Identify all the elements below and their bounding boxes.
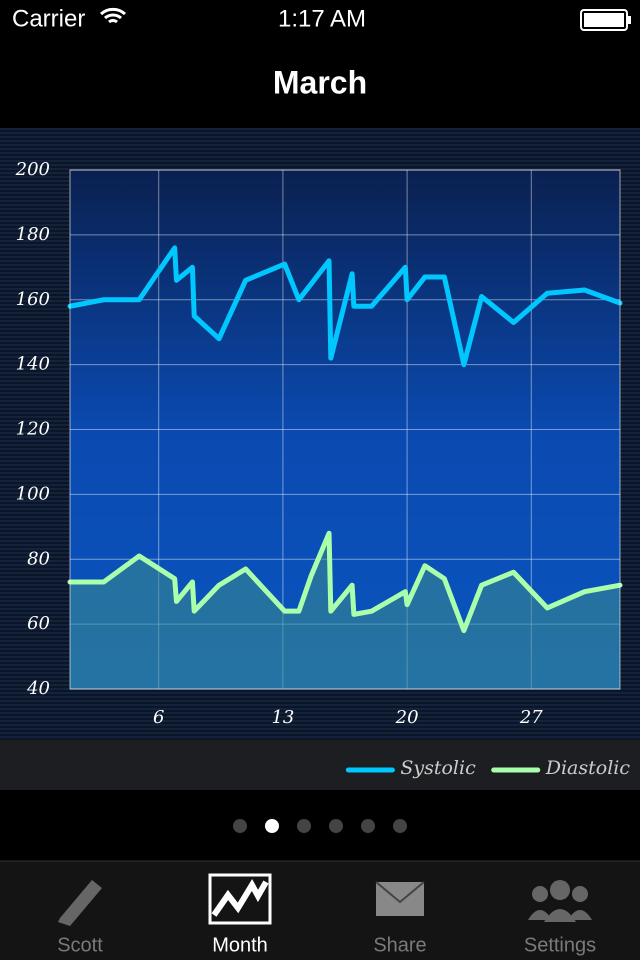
tab-label[interactable]: Month <box>212 934 268 956</box>
x-tick-label: 27 <box>519 707 543 728</box>
screen-title: March <box>273 64 367 100</box>
y-tick-label: 180 <box>16 224 50 245</box>
header-bg <box>0 0 640 128</box>
battery-level <box>584 13 624 27</box>
legend-label: Systolic <box>400 757 476 779</box>
tab-label[interactable]: Share <box>373 934 426 956</box>
clock: 1:17 AM <box>278 5 366 32</box>
legend-label: Diastolic <box>545 757 631 779</box>
series-line <box>67 245 623 368</box>
tab-label[interactable]: Scott <box>57 934 103 956</box>
area-fill <box>70 533 620 689</box>
legend-bg <box>0 740 640 790</box>
series-line <box>67 530 623 634</box>
page-dot[interactable] <box>361 819 375 833</box>
y-tick-label: 120 <box>16 419 50 440</box>
y-tick-label: 40 <box>26 678 50 699</box>
tab-icon <box>58 873 592 926</box>
page-dot[interactable] <box>393 819 407 833</box>
page-dot[interactable] <box>297 819 311 833</box>
tabs: Scott Month Share Settings <box>57 934 596 956</box>
tab-label[interactable]: Settings <box>524 934 596 956</box>
page-dot[interactable] <box>265 819 279 833</box>
y-tick-label: 100 <box>16 483 50 504</box>
x-tick-label: 13 <box>271 707 294 728</box>
page-indicator <box>233 819 407 833</box>
y-tick-label: 200 <box>15 159 50 180</box>
y-tick-label: 140 <box>16 354 50 375</box>
battery-icon <box>580 9 628 31</box>
y-tick-label: 80 <box>27 548 50 569</box>
plot-frame <box>69 169 621 690</box>
x-tick-label: 20 <box>395 707 419 728</box>
plot: 40 60 80 100 120 140 160 180 200 6 13 20 27 Diastolic… <box>15 159 631 779</box>
wifi-icon <box>100 7 126 24</box>
page-dot[interactable] <box>329 819 343 833</box>
y-tick-label: 160 <box>16 289 50 310</box>
tab-bar <box>0 861 640 960</box>
x-tick-label: 6 <box>153 707 164 728</box>
carrier: Carrier <box>12 5 85 32</box>
battery-tip <box>628 16 631 24</box>
page-dot[interactable] <box>233 819 247 833</box>
y-tick-label: 60 <box>27 613 50 634</box>
